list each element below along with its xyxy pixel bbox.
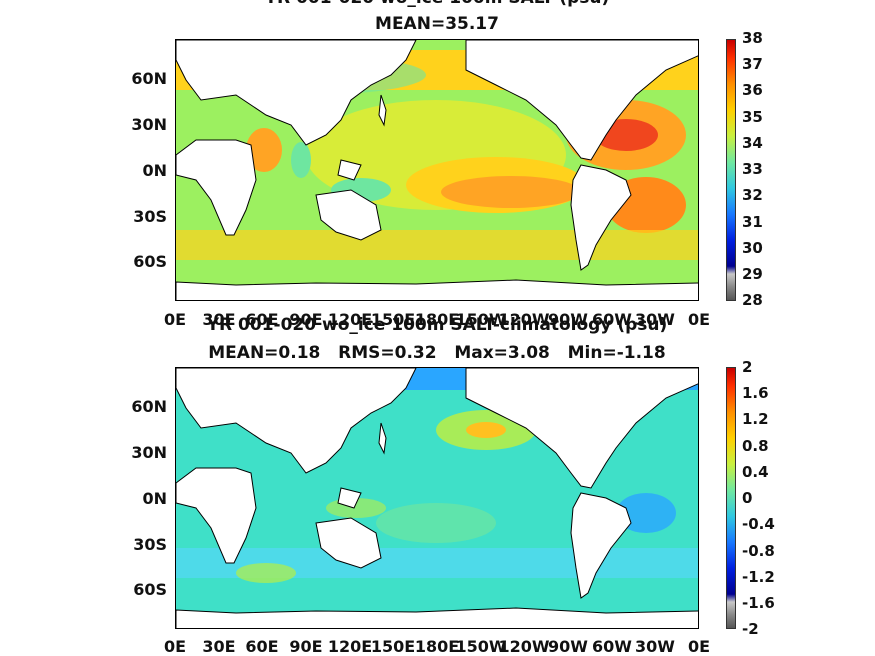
diff-sind-green — [236, 563, 296, 583]
salt-ctick: 34 — [742, 134, 763, 152]
diff-land — [176, 368, 698, 628]
diff-xtick: 60W — [592, 637, 632, 656]
salt-bay-bengal — [291, 142, 311, 178]
south-america — [570, 164, 632, 271]
diff-map — [175, 367, 699, 629]
diff-xtick: 0E — [687, 637, 711, 656]
salt-ctick: 33 — [742, 160, 763, 178]
salt-xtick: 60W — [592, 310, 632, 329]
salt-ctick: 35 — [742, 108, 763, 126]
north-america — [465, 40, 698, 161]
salt-ctick: 30 — [742, 239, 763, 257]
salt-sp-orange — [441, 176, 581, 208]
indonesia — [337, 487, 362, 509]
australia — [315, 517, 382, 569]
salt-ytick-30s: 30S — [133, 207, 167, 226]
salt-south-band — [176, 230, 698, 260]
south-america — [570, 492, 632, 599]
diff-ctick: -1.2 — [742, 568, 775, 586]
salt-map-svg — [176, 40, 698, 300]
diff-ctick: -2 — [742, 620, 759, 638]
salt-xtick: 90W — [548, 310, 588, 329]
diff-ytick-0n: 0N — [142, 489, 167, 508]
salt-ytick-30n: 30N — [131, 115, 167, 134]
diff-xtick: 150E — [370, 637, 416, 656]
diff-ytick-30n: 30N — [131, 443, 167, 462]
diff-xtick: 60E — [245, 637, 279, 656]
diff-ctick: 1.6 — [742, 384, 769, 402]
diff-xtick: 150W — [455, 637, 507, 656]
diff-xtick: 120E — [327, 637, 373, 656]
salt-xtick: 0E — [687, 310, 711, 329]
salt-ytick-0n: 0N — [142, 161, 167, 180]
diff-ctick: -0.4 — [742, 515, 775, 533]
antarctica — [176, 607, 698, 628]
africa — [176, 467, 257, 564]
salt-arabian-sea — [246, 128, 282, 172]
salt-ctick: 28 — [742, 291, 763, 309]
salt-xtick: 150W — [455, 310, 507, 329]
diff-ctick: -1.6 — [742, 594, 775, 612]
salt-xtick: 180E — [414, 310, 460, 329]
salt-ctick: 32 — [742, 186, 763, 204]
diff-ctick: 0.8 — [742, 437, 769, 455]
diff-colorbar — [726, 367, 736, 629]
diff-npac-orange — [466, 422, 506, 438]
eurasia — [176, 368, 417, 474]
diff-ytick-60s: 60S — [133, 580, 167, 599]
diff-xtick: 180E — [414, 637, 460, 656]
diff-map-svg — [176, 368, 698, 628]
salt-ytick-60n: 60N — [131, 69, 167, 88]
diff-ctick: 2 — [742, 358, 753, 376]
salt-colorbar — [726, 39, 736, 301]
salt-ctick: 36 — [742, 81, 763, 99]
diff-ctick: 1.2 — [742, 410, 769, 428]
salt-xtick: 150E — [370, 310, 416, 329]
diff-ctick: 0 — [742, 489, 753, 507]
diff-spac-green — [376, 503, 496, 543]
salt-xtick: 90E — [289, 310, 323, 329]
diff-xtick: 90E — [289, 637, 323, 656]
diff-xtick: 120W — [498, 637, 550, 656]
salt-xtick: 0E — [163, 310, 187, 329]
salt-ytick-60s: 60S — [133, 252, 167, 271]
salt-title: YR 001-020 wo_ice 100m SALT (psu) — [175, 0, 699, 8]
japan — [378, 422, 387, 455]
diff-xtick: 0E — [163, 637, 187, 656]
salt-ctick: 37 — [742, 55, 763, 73]
salt-land — [176, 40, 698, 300]
antarctica — [176, 279, 698, 300]
diff-ytick-60n: 60N — [131, 397, 167, 416]
salt-mean-label: MEAN=35.17 — [375, 14, 499, 34]
eurasia — [176, 40, 417, 146]
africa — [176, 139, 257, 236]
diff-xtick: 30W — [635, 637, 675, 656]
salt-xtick: 120W — [498, 310, 550, 329]
salt-xtick: 30E — [202, 310, 236, 329]
diff-stats-label: MEAN=0.18 RMS=0.32 Max=3.08 Min=-1.18 — [208, 343, 666, 363]
salt-xtick: 120E — [327, 310, 373, 329]
north-america — [465, 368, 698, 489]
diff-xtick: 30E — [202, 637, 236, 656]
diff-ytick-30s: 30S — [133, 535, 167, 554]
salt-map — [175, 39, 699, 301]
salt-xtick: 60E — [245, 310, 279, 329]
salt-ctick: 31 — [742, 213, 763, 231]
salt-xtick: 30W — [635, 310, 675, 329]
australia — [315, 189, 382, 241]
indonesia — [337, 159, 362, 181]
diff-title: YR 001-020 wo_ice 100m SALT-climatology … — [206, 315, 668, 335]
salt-ctick: 38 — [742, 29, 763, 47]
salt-ctick: 29 — [742, 265, 763, 283]
diff-xtick: 90W — [548, 637, 588, 656]
diff-ctick: -0.8 — [742, 542, 775, 560]
diff-ctick: 0.4 — [742, 463, 769, 481]
japan — [378, 94, 387, 127]
